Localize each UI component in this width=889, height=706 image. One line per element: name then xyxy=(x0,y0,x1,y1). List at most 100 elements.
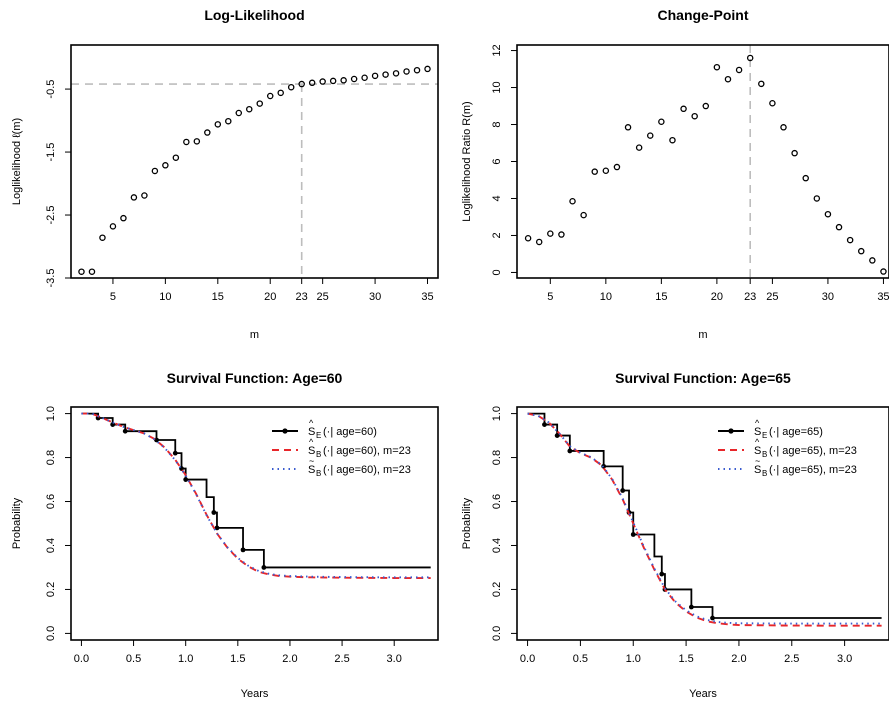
data-point xyxy=(547,230,554,237)
chart-title: Survival Function: Age=65 xyxy=(615,370,791,386)
chart-title: Change-Point xyxy=(658,7,749,23)
data-point xyxy=(680,105,687,113)
data-point xyxy=(813,195,821,202)
x-axis-label: m xyxy=(250,329,259,341)
y-tick-label: 0.0 xyxy=(45,626,57,641)
data-point xyxy=(151,167,159,175)
x-axis-label: m xyxy=(698,329,707,341)
legend-marker xyxy=(282,428,288,434)
survival-marker xyxy=(110,422,116,427)
legend-hat: ~ xyxy=(309,456,314,466)
data-point xyxy=(266,92,274,100)
y-axis-label: Loglikelihood ℓ(m) xyxy=(11,118,23,205)
panel-2: Change-Point m Loglikelihood Ratio R(m) 5 10… xyxy=(461,7,889,341)
x-tick-label: 1.0 xyxy=(626,653,641,665)
legend-label: (·| age=65), m=23 xyxy=(769,445,857,457)
data-point xyxy=(535,238,543,246)
x-tick-label: 5 xyxy=(110,291,116,303)
data-point xyxy=(869,257,876,264)
legend: ^S E (·| age=60)^S B (·| age=60), m=23~S B (·|… xyxy=(272,418,411,478)
legend-symbol: S xyxy=(754,426,761,438)
plot-area xyxy=(524,45,887,278)
y-tick-label: 0.6 xyxy=(45,494,57,509)
y-tick-label: 0.2 xyxy=(45,582,57,597)
x-tick-label: 5 xyxy=(547,291,553,303)
x-tick-label: 35 xyxy=(877,291,889,303)
legend-label: (·| age=65), m=23 xyxy=(769,464,857,476)
legend-symbol: S xyxy=(754,445,761,457)
data-point xyxy=(558,231,565,238)
x-tick-label: 3.0 xyxy=(837,653,852,665)
y-tick-label: -1.5 xyxy=(45,143,57,162)
y-tick-label: 0.4 xyxy=(45,538,57,553)
data-point xyxy=(329,77,337,85)
x-tick-label: 20 xyxy=(264,291,276,303)
legend-hat: ^ xyxy=(309,437,314,447)
y-tick-label: 6 xyxy=(491,158,503,164)
x-tick-label: 1.5 xyxy=(678,653,693,665)
legend-label: (·| age=60), m=23 xyxy=(323,464,411,476)
x-tick-label: 20 xyxy=(711,291,723,303)
data-point xyxy=(769,100,776,107)
y-tick-label: -3.5 xyxy=(45,269,57,288)
data-point xyxy=(669,136,676,144)
data-point xyxy=(193,138,201,145)
x-tick-label: 0.0 xyxy=(74,653,89,665)
x-tick-label: 2.5 xyxy=(334,653,349,665)
plot-frame xyxy=(516,44,889,279)
survival-marker xyxy=(710,615,715,621)
legend-symbol: S xyxy=(308,464,315,476)
data-point xyxy=(246,105,253,113)
y-tick-label: 1.0 xyxy=(491,406,503,421)
x-tick-label: 15 xyxy=(212,291,224,303)
y-tick-label: 0.8 xyxy=(45,450,57,465)
data-point xyxy=(350,75,358,83)
x-tick-label: 30 xyxy=(822,291,834,303)
data-point xyxy=(569,198,576,205)
data-point xyxy=(298,80,305,88)
legend-symbol: S xyxy=(308,445,315,457)
x-tick-label: 2.0 xyxy=(282,653,297,665)
survival-marker xyxy=(554,433,560,438)
data-point xyxy=(802,174,809,182)
data-point xyxy=(287,83,295,91)
data-point xyxy=(835,223,843,231)
x-tick-label: 10 xyxy=(600,291,612,303)
y-tick-label: 2 xyxy=(491,232,503,238)
survival-step-line xyxy=(81,412,431,569)
y-axis-label: Loglikelihood Ratio R(m) xyxy=(461,101,473,221)
x-axis-label: Years xyxy=(241,688,269,700)
data-point xyxy=(403,68,410,75)
y-tick-label: 0.0 xyxy=(491,626,503,641)
x-tick-label: 1.5 xyxy=(230,653,245,665)
survival-marker xyxy=(172,450,178,456)
legend-subscript: B xyxy=(316,469,321,478)
survival-curve-red xyxy=(527,412,882,627)
legend: ^S E (·| age=65)^S B (·| age=65), m=23~S B (·|… xyxy=(718,418,857,478)
y-tick-label: 1.0 xyxy=(45,406,57,421)
survival-curve-blue xyxy=(81,412,431,579)
plot-area xyxy=(527,412,882,627)
legend-subscript: B xyxy=(762,469,767,478)
data-point xyxy=(413,66,421,74)
y-tick-label: 4 xyxy=(491,195,503,201)
x-tick-label: 2.0 xyxy=(731,653,746,665)
x-tick-label: 35 xyxy=(421,291,433,303)
x-tick-label: 3.0 xyxy=(387,653,402,665)
data-point xyxy=(524,234,532,242)
survival-marker xyxy=(214,525,220,531)
data-point xyxy=(424,65,431,73)
x-tick-label: 10 xyxy=(159,291,171,303)
survival-marker xyxy=(240,547,246,553)
plot-frame xyxy=(70,406,439,641)
data-point xyxy=(658,118,665,125)
data-point xyxy=(130,194,138,201)
data-point xyxy=(109,223,117,230)
data-point xyxy=(624,124,632,131)
x-tick-label: 15 xyxy=(655,291,667,303)
plot-area xyxy=(71,65,438,278)
data-point xyxy=(880,268,887,275)
data-point xyxy=(735,66,743,74)
data-point xyxy=(277,89,284,97)
